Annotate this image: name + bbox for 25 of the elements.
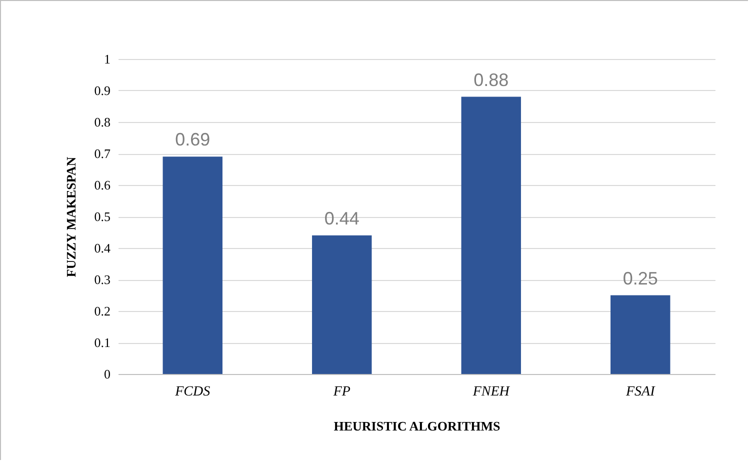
y-tick-label: 0.9 — [94, 83, 110, 98]
y-tick-label: 0.5 — [94, 209, 110, 224]
x-tick-label: FSAI — [624, 384, 656, 400]
bar — [162, 156, 222, 374]
x-tick-label: FNEH — [472, 384, 510, 400]
y-tick-label: 0.3 — [94, 272, 110, 287]
y-tick-label: 1 — [104, 52, 110, 66]
data-label: 0.44 — [324, 208, 360, 228]
x-axis-title: HEURISTIC ALGORITHMS — [334, 418, 500, 434]
bar — [312, 235, 372, 374]
y-tick-label: 0.2 — [94, 304, 110, 318]
bar — [610, 295, 670, 374]
data-label: 0.88 — [474, 70, 509, 90]
bar — [461, 96, 521, 374]
x-tick-label: FP — [332, 384, 351, 400]
data-label: 0.69 — [175, 130, 210, 150]
y-axis-title: FUZZY MAKESPAN — [63, 156, 78, 278]
y-tick-label: 0.7 — [94, 146, 111, 161]
y-tick-label: 0 — [104, 366, 110, 382]
x-tick-label: FCDS — [174, 384, 210, 400]
data-label: 0.25 — [622, 268, 658, 288]
y-tick-label: 0.8 — [94, 114, 110, 130]
y-tick-label: 0.4 — [94, 240, 111, 256]
y-tick-label: 0.1 — [94, 335, 110, 350]
y-tick-label: 0.6 — [94, 178, 111, 192]
